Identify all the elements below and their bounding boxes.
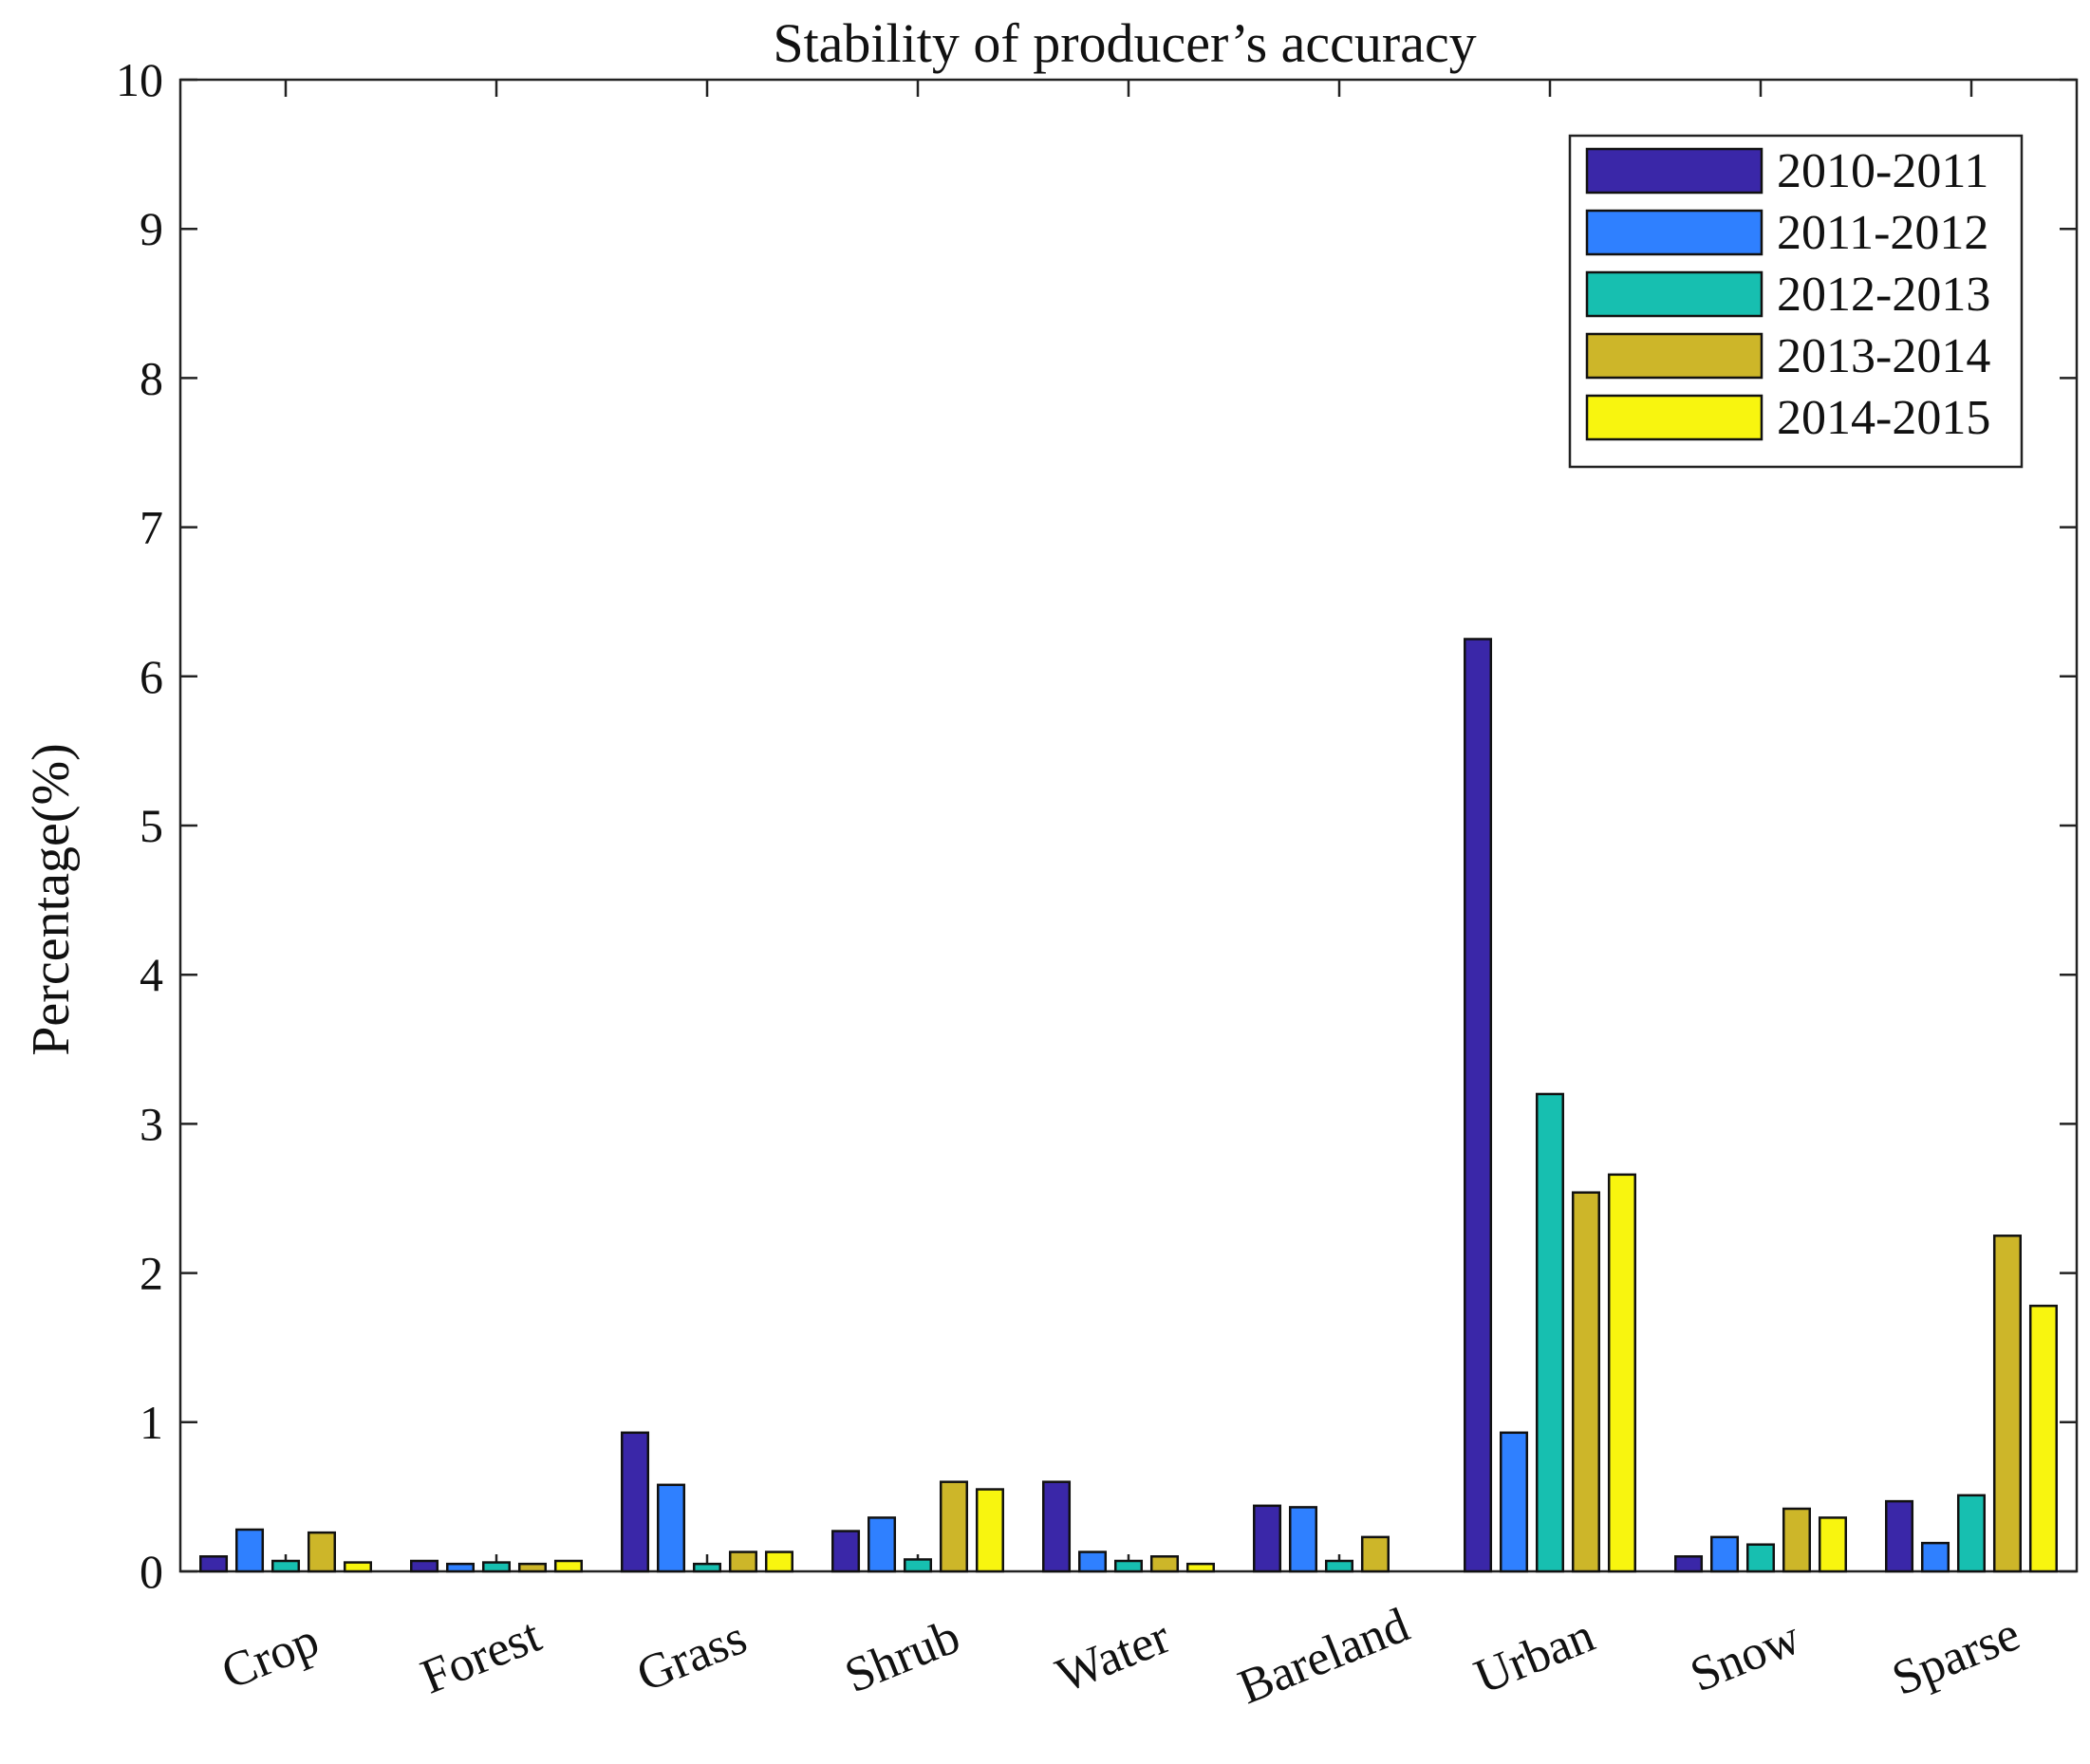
y-tick-label: 8 — [140, 351, 163, 404]
legend-swatch-2014-2015 — [1585, 394, 1763, 441]
x-tick-label-water: Water — [1049, 1609, 1177, 1703]
bar-grass-2013-2014 — [728, 1550, 758, 1573]
bar-shrub-2010-2011 — [831, 1530, 861, 1573]
bar-urban-2014-2015 — [1607, 1173, 1636, 1573]
bar-grass-2010-2011 — [621, 1431, 650, 1573]
bar-snow-2011-2012 — [1709, 1535, 1740, 1573]
bar-sparse-2012-2013 — [1956, 1494, 1987, 1573]
bar-grass-2012-2013 — [692, 1562, 722, 1573]
x-tick-label-grass: Grass — [629, 1610, 754, 1702]
bar-forest-2014-2015 — [553, 1559, 583, 1573]
y-tick-label: 6 — [140, 650, 163, 703]
y-tick-label: 10 — [116, 53, 163, 106]
y-tick-label: 9 — [140, 202, 163, 255]
y-axis-title: Percentage(%) — [22, 743, 81, 1056]
bar-bareland-2011-2012 — [1288, 1506, 1318, 1573]
bar-crop-2011-2012 — [234, 1528, 265, 1573]
bar-sparse-2011-2012 — [1920, 1541, 1950, 1573]
bar-snow-2014-2015 — [1818, 1516, 1847, 1573]
x-tick-label-shrub: Shrub — [838, 1609, 968, 1703]
bar-grass-2014-2015 — [764, 1550, 793, 1573]
y-tick-label: 2 — [140, 1247, 163, 1300]
chart-title: Stability of producer’s accuracy — [773, 12, 1476, 74]
bar-urban-2011-2012 — [1499, 1431, 1529, 1573]
bar-urban-2013-2014 — [1571, 1191, 1601, 1573]
x-tick-label-crop: Crop — [215, 1613, 327, 1700]
bar-forest-2011-2012 — [445, 1562, 476, 1573]
bar-water-2010-2011 — [1042, 1480, 1072, 1573]
legend-label-2014-2015: 2014-2015 — [1777, 391, 1990, 445]
bar-water-2012-2013 — [1113, 1559, 1144, 1573]
bar-crop-2012-2013 — [271, 1559, 301, 1573]
x-tick-label-forest: Forest — [414, 1608, 549, 1705]
legend-swatch-2011-2012 — [1585, 209, 1763, 256]
bar-bareland-2013-2014 — [1360, 1535, 1390, 1573]
y-tick-label: 3 — [140, 1097, 163, 1150]
bar-grass-2011-2012 — [656, 1483, 686, 1573]
bar-water-2013-2014 — [1149, 1555, 1180, 1573]
x-tick-label-snow: Snow — [1683, 1610, 1808, 1702]
bar-forest-2012-2013 — [481, 1561, 512, 1573]
x-tick-label-sparse: Sparse — [1885, 1606, 2027, 1706]
legend: 2010-2011 2011-2012 2012-2013 2013-2014 2014… — [1568, 134, 2024, 469]
legend-swatch-2012-2013 — [1585, 270, 1763, 318]
bar-crop-2010-2011 — [199, 1555, 229, 1573]
bar-snow-2012-2013 — [1745, 1543, 1776, 1573]
bar-crop-2014-2015 — [343, 1561, 372, 1573]
bar-urban-2010-2011 — [1464, 638, 1493, 1573]
bar-sparse-2014-2015 — [2028, 1304, 2058, 1573]
bar-forest-2013-2014 — [517, 1562, 548, 1573]
bar-snow-2013-2014 — [1782, 1507, 1812, 1573]
bar-bareland-2010-2011 — [1253, 1504, 1282, 1573]
bar-urban-2012-2013 — [1535, 1092, 1565, 1573]
y-axis-title-group: Percentage(%) — [22, 743, 81, 1056]
bar-water-2014-2015 — [1185, 1562, 1215, 1573]
bar-shrub-2013-2014 — [939, 1480, 969, 1573]
bar-snow-2010-2011 — [1674, 1555, 1704, 1573]
y-tick-label: 7 — [140, 501, 163, 554]
bar-shrub-2014-2015 — [975, 1488, 1004, 1573]
legend-swatch-2010-2011 — [1585, 147, 1763, 195]
bar-sparse-2013-2014 — [1992, 1235, 2023, 1573]
bar-forest-2010-2011 — [410, 1559, 439, 1573]
legend-swatch-2013-2014 — [1585, 332, 1763, 380]
bar-water-2011-2012 — [1077, 1550, 1108, 1573]
y-tick-label: 4 — [140, 948, 163, 1001]
x-tick-label-bareland: Bareland — [1231, 1598, 1416, 1715]
y-tick-label: 5 — [140, 799, 163, 852]
bar-sparse-2010-2011 — [1885, 1499, 1914, 1573]
legend-label-2012-2013: 2012-2013 — [1777, 268, 1990, 322]
legend-label-2013-2014: 2013-2014 — [1777, 329, 1990, 383]
y-tick-label: 0 — [140, 1545, 163, 1598]
bar-shrub-2012-2013 — [903, 1558, 933, 1573]
bar-bareland-2012-2013 — [1324, 1559, 1354, 1573]
y-tick-label: 1 — [140, 1396, 163, 1449]
legend-label-2010-2011: 2010-2011 — [1777, 144, 1988, 198]
legend-label-2011-2012: 2011-2012 — [1777, 206, 1988, 260]
bar-crop-2013-2014 — [307, 1531, 337, 1573]
x-tick-label-urban: Urban — [1467, 1608, 1602, 1705]
bar-shrub-2011-2012 — [867, 1516, 897, 1573]
